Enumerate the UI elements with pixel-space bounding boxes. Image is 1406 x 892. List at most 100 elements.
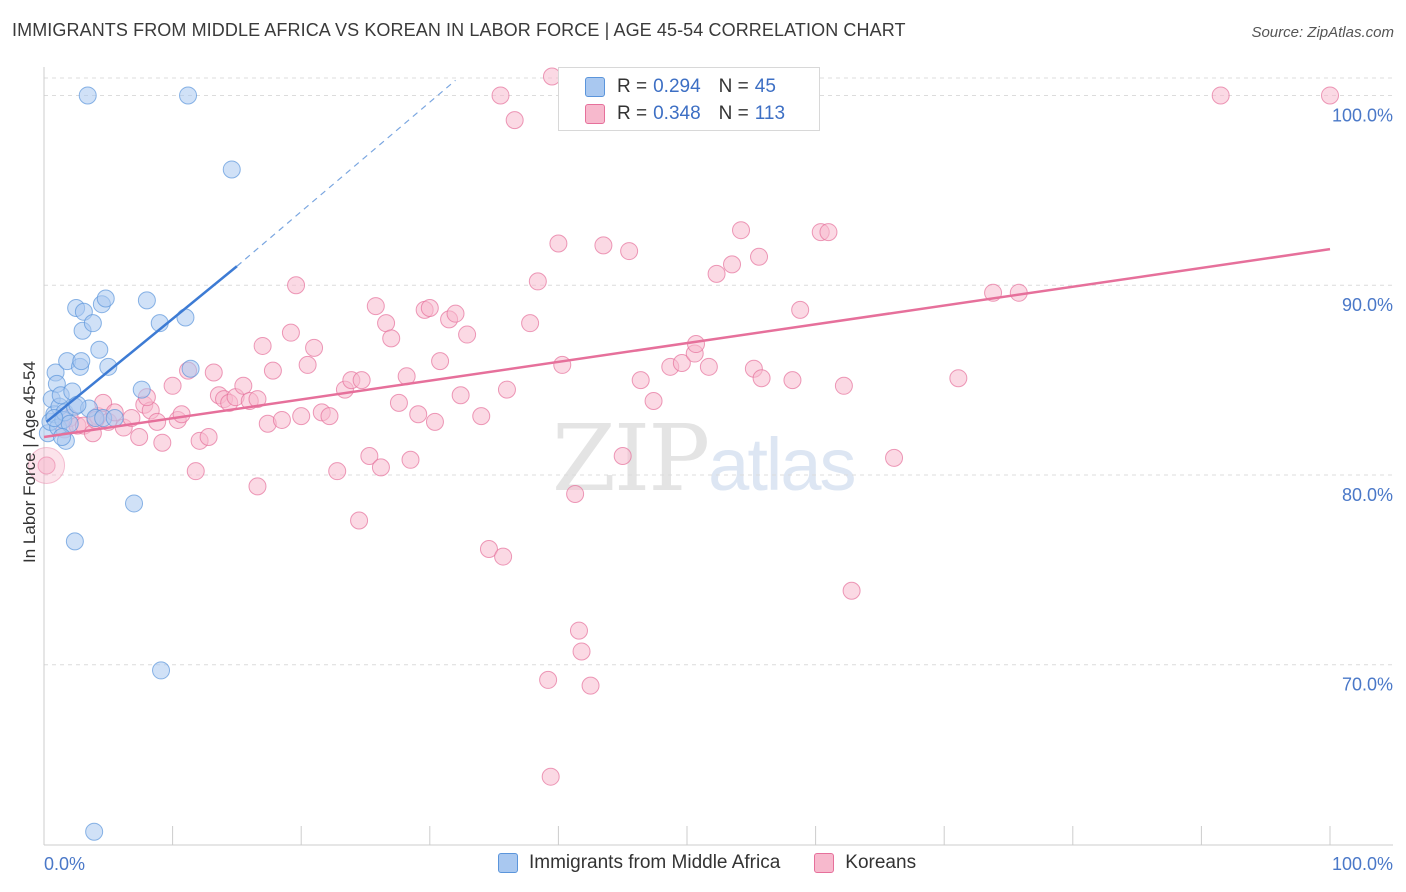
data-point	[389, 393, 408, 412]
data-point	[401, 450, 420, 469]
legend-row-middle-africa: R = 0.294 N = 45	[559, 73, 776, 101]
data-point	[181, 359, 200, 378]
data-point	[572, 642, 591, 661]
data-point	[83, 314, 102, 333]
data-point	[263, 361, 282, 380]
data-point	[494, 547, 513, 566]
data-point	[382, 329, 401, 348]
n-value: 113	[754, 103, 786, 124]
data-point	[248, 477, 267, 496]
data-point	[72, 352, 91, 371]
trend-line-koreans	[43, 247, 1331, 439]
data-point	[569, 621, 588, 640]
n-label: N =	[718, 103, 749, 124]
y-tick-label: 90.0%	[1342, 295, 1393, 315]
x-tick-label: 0.0%	[44, 854, 85, 874]
data-point	[199, 428, 218, 447]
data-point	[783, 371, 802, 390]
data-point	[613, 447, 632, 465]
data-point	[505, 111, 524, 130]
data-point	[834, 376, 853, 395]
data-point	[281, 323, 300, 342]
data-point	[752, 369, 771, 388]
r-label: R =	[617, 76, 648, 97]
data-point	[360, 447, 379, 465]
data-point	[479, 539, 498, 558]
data-point	[842, 581, 861, 600]
data-point	[137, 291, 156, 310]
trend-line-middle-africa-extension	[236, 79, 456, 267]
series-legend: Immigrants from Middle Africa Koreans	[498, 852, 950, 874]
r-label: R =	[617, 103, 648, 124]
data-point	[125, 494, 144, 513]
chart-source: Source: ZipAtlas.com	[1251, 24, 1394, 41]
data-point	[153, 433, 172, 452]
legend-item-middle-africa[interactable]: Immigrants from Middle Africa	[498, 852, 780, 874]
data-point	[458, 325, 477, 344]
data-point	[491, 86, 510, 105]
data-point	[272, 410, 291, 429]
data-point	[541, 767, 560, 786]
data-point	[723, 255, 742, 274]
trend-lines	[43, 79, 1331, 439]
data-point	[248, 390, 267, 409]
koreans-points	[28, 67, 1339, 786]
data-point	[152, 661, 171, 680]
data-point	[130, 428, 149, 447]
data-point	[1321, 86, 1339, 105]
data-point	[163, 376, 182, 395]
data-point	[366, 297, 385, 316]
data-point	[672, 354, 691, 373]
data-point	[631, 371, 650, 390]
r-value: 0.294	[653, 76, 701, 97]
y-tick-label: 100.0%	[1332, 105, 1393, 125]
data-point	[222, 160, 241, 179]
data-point	[791, 300, 810, 319]
trend-line-middle-africa	[45, 265, 238, 423]
data-point	[305, 338, 324, 357]
data-point	[53, 428, 72, 447]
x-tick-label: 100.0%	[1332, 854, 1393, 874]
data-point	[172, 405, 191, 424]
data-point	[78, 86, 97, 105]
data-point	[204, 363, 223, 382]
legend-item-koreans[interactable]: Koreans	[814, 852, 916, 874]
grid-lines	[44, 77, 1393, 666]
data-point	[566, 484, 585, 503]
data-point	[644, 391, 663, 410]
data-point	[750, 247, 769, 266]
data-point	[371, 458, 390, 477]
data-point	[539, 670, 558, 689]
data-point	[472, 407, 491, 426]
data-point	[549, 234, 568, 253]
data-point	[949, 369, 968, 388]
data-point	[732, 221, 751, 240]
legend-row-koreans: R = 0.348 N = 113	[559, 100, 785, 128]
data-point	[521, 314, 540, 333]
data-point	[528, 272, 547, 291]
data-point	[1211, 86, 1230, 105]
data-point	[699, 357, 718, 376]
data-point	[96, 289, 115, 308]
data-point	[45, 409, 64, 428]
legend-swatch-blue	[498, 853, 518, 873]
data-point	[298, 355, 317, 374]
data-point	[553, 355, 572, 374]
data-point	[431, 352, 450, 371]
data-point	[292, 407, 311, 426]
data-point	[497, 380, 516, 399]
y-tick-label: 70.0%	[1342, 675, 1393, 695]
r-value: 0.348	[653, 103, 701, 124]
data-point	[105, 409, 124, 428]
data-point	[132, 380, 151, 399]
data-point	[37, 456, 56, 475]
data-point	[377, 314, 396, 333]
data-point	[328, 462, 347, 481]
data-point	[287, 276, 306, 295]
data-point	[68, 395, 87, 414]
data-point	[90, 340, 109, 359]
data-point	[65, 532, 84, 551]
legend-swatch-blue	[585, 77, 605, 97]
data-point	[186, 462, 205, 481]
